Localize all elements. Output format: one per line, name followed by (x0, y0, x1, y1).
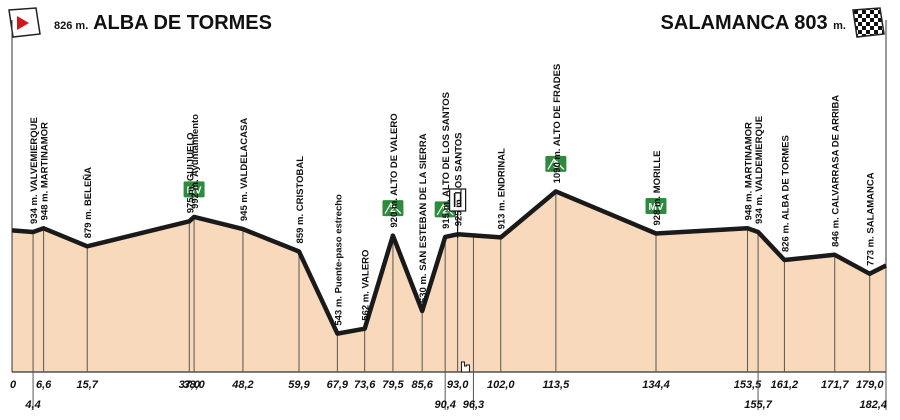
hand-cursor-icon (460, 361, 470, 373)
waypoint-label: 913 m. ENDRINAL (497, 148, 508, 229)
km-label: 96,3 (463, 399, 484, 411)
waypoint-label: 925 m. LOS SANTOS (454, 132, 465, 226)
finish-header: SALAMANCA 803 m. (661, 12, 846, 35)
waypoint-label: 773 m. SALAMANCA (866, 172, 877, 266)
waypoint-label: 920 m. ALTO DE VALERO (389, 113, 400, 227)
badge-box (544, 154, 568, 173)
badge-text: 2 (390, 204, 396, 215)
km-label: 153,5 (734, 379, 762, 391)
km-label: 93,0 (447, 379, 469, 391)
km-label: 4,4 (24, 399, 40, 411)
badge-text: MV (649, 202, 664, 213)
start-altitude: 826 m. (54, 20, 89, 32)
badge-text: 3 (553, 160, 559, 171)
finish-unit: m. (833, 20, 846, 32)
waypoint-label: 915 m. ALTO DE LOS SANTOS (441, 92, 452, 229)
badge-text: MV (187, 185, 202, 196)
mountain-icon (547, 158, 565, 170)
waypoint-label: 859 m. CRISTOBAL (295, 156, 306, 244)
km-label: 113,5 (542, 379, 570, 391)
waypoint-label: 1090 m. ALTO DE FRADES (552, 64, 563, 184)
profile-area (12, 191, 886, 372)
km-start-label: 0 (10, 379, 17, 391)
km-label: 155,7 (744, 399, 772, 411)
waypoint-label: 975 m. GUIJUELO (185, 133, 196, 214)
km-label: 73,6 (354, 379, 376, 391)
mountain-category-badge: 2 (381, 199, 405, 218)
waypoint-label: 992 m. Ayuntamiento (190, 114, 201, 209)
start-town: ALBA DE TORMES (93, 12, 272, 34)
finish-flag-icon (852, 7, 885, 38)
waypoint-label: 934 m. VALVEMIERQUE (29, 117, 40, 224)
badge-box (182, 180, 206, 199)
meta-volante-badge: MV (182, 180, 206, 199)
waypoint-label: 948 m. MARTINAMOR (744, 122, 755, 220)
waypoint-label: 928 m. MORILLE (652, 151, 663, 226)
knife-fork-icon (449, 188, 467, 238)
km-label: 67,9 (327, 379, 349, 391)
waypoint-label: 543 m. Puente-paso estrecho (333, 194, 344, 326)
km-label: 85,6 (411, 379, 433, 391)
km-label: 90,4 (434, 399, 455, 411)
km-label: 37,0 (179, 379, 201, 391)
mountain-category-badge: 3 (544, 154, 568, 173)
km-label: 134,4 (642, 379, 670, 391)
km-label: 102,0 (487, 379, 515, 391)
km-label: 182,4 (859, 399, 887, 411)
km-label: 38,0 (183, 379, 205, 391)
badge-box (644, 197, 668, 216)
finish-town: SALAMANCA 803 (660, 12, 828, 34)
profile-line (11, 189, 888, 336)
waypoint-label: 846 m. CALVARRASA DE ARRIBA (831, 95, 842, 247)
badge-text: 2 (442, 205, 448, 216)
waypoint-label: 934 m. VALDEMIERQUE (754, 116, 765, 224)
km-label: 161,2 (771, 379, 799, 391)
km-label: 179,0 (856, 379, 884, 391)
waypoint-label: 945 m. VALDELACASA (239, 118, 250, 221)
km-label: 48,2 (231, 379, 253, 391)
waypoint-label: 826 m. ALBA DE TORMES (780, 135, 791, 252)
start-header: 826 m. ALBA DE TORMES (54, 12, 272, 35)
badge-box (381, 199, 405, 218)
km-label: 6,6 (36, 379, 52, 391)
km-label: 15,7 (77, 379, 99, 391)
waypoint-label: 562 m. VALERO (361, 250, 372, 321)
mountain-icon (384, 202, 402, 215)
waypoint-label: 630 m. SAN ESTEBAN DE LA SIERRA (418, 133, 429, 303)
meta-volante-badge: MV (644, 197, 668, 216)
km-label: 59,9 (288, 379, 310, 391)
waypoint-label: 879 m. BELEÑA (83, 167, 94, 238)
waypoint-label: 948 m. MARTINAMOR (40, 122, 51, 220)
km-label: 171,7 (821, 379, 849, 391)
km-label: 79,5 (382, 379, 404, 391)
